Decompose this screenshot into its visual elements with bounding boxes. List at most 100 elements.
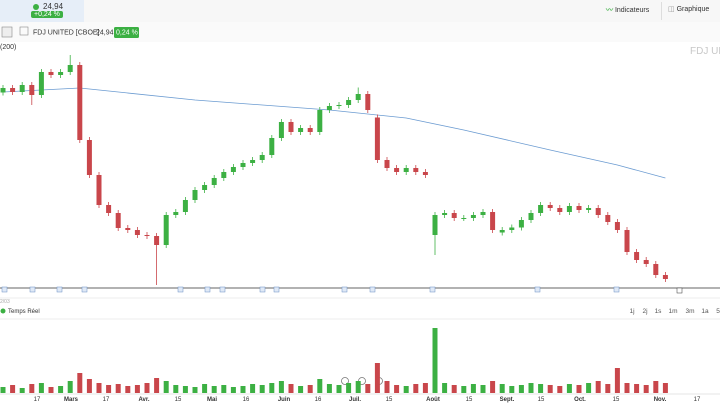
realtime-dot [0, 308, 6, 314]
volume-bar [211, 386, 217, 393]
candle-body [336, 105, 342, 106]
last-change: 0,24 % [116, 30, 138, 37]
x-tick-label: Mai [207, 397, 217, 403]
chart-icon[interactable] [1, 26, 13, 38]
reset-button[interactable] [341, 377, 349, 385]
candle-body [480, 212, 486, 215]
candle-body [442, 213, 448, 215]
volume-bar [662, 383, 668, 393]
x-tick-label: Juin [278, 397, 291, 403]
price-text: 24,94 [43, 2, 64, 11]
range-button[interactable]: 1m [668, 308, 677, 315]
ma-label: (200) [0, 44, 16, 51]
volume-bar [384, 381, 390, 393]
x-tick-label: Août [426, 397, 440, 403]
candle-body [317, 110, 323, 132]
candle-body [48, 72, 54, 75]
x-tick-label: 15 [175, 397, 182, 403]
x-tick-label: 15 [538, 397, 545, 403]
x-tick-label: 17 [103, 397, 110, 403]
volume-bar [250, 384, 256, 393]
volume-bar [134, 385, 140, 393]
last-price: 24,94 [96, 30, 114, 37]
candle-body [470, 215, 476, 218]
x-tick-label: 15 [466, 397, 473, 403]
candle-body [19, 85, 25, 92]
volume-bar [144, 383, 150, 393]
volume-bar [614, 368, 620, 393]
range-button[interactable]: 1j [629, 308, 634, 315]
candle-body [29, 85, 35, 95]
volume-bar [624, 383, 630, 393]
volume-bar [461, 386, 467, 393]
candle-body [154, 236, 160, 245]
range-button[interactable]: 1s [655, 308, 663, 315]
x-tick-label: Oct. [574, 397, 586, 403]
volume-bar [586, 383, 592, 393]
volume-bar [58, 386, 64, 393]
candle-body [134, 230, 140, 235]
volume-bar [77, 373, 83, 393]
volume-bar [240, 386, 246, 393]
candle-body [576, 206, 582, 210]
volume-bar [653, 381, 659, 393]
x-tick-label: Nov. [654, 397, 667, 403]
volume-bar [278, 381, 284, 393]
volume-bar [538, 384, 544, 393]
volume-bar [336, 385, 342, 393]
volume-bar [192, 387, 198, 393]
watermark: FDJ UNITED [690, 46, 720, 57]
candle-body [422, 172, 428, 175]
candle-body [384, 160, 390, 168]
volume-bar [259, 385, 265, 393]
volume-bar [499, 384, 505, 393]
x-tick-label: 16 [315, 397, 322, 403]
range-button[interactable]: 1a [701, 308, 709, 315]
chart-header [0, 22, 720, 42]
candle-body [278, 122, 284, 138]
candle-body [490, 212, 496, 230]
cursor-date: 2/03 [0, 299, 10, 305]
candle-body [96, 175, 102, 205]
candle-body [173, 212, 179, 215]
volume-bar [451, 385, 457, 393]
indicators-button[interactable]: 〰 Indicateurs [606, 7, 650, 14]
candle-body [67, 65, 73, 72]
volume-bar [326, 384, 332, 393]
candle-body [326, 106, 332, 110]
volume-bar [163, 381, 169, 393]
quote-box[interactable]: 24,94 +0,24 % [0, 0, 84, 22]
volume-bar [634, 384, 640, 393]
chart-button[interactable]: ◫ Graphique [668, 6, 710, 13]
candle-body [595, 208, 601, 215]
candle-body [307, 128, 313, 132]
price: 24,94 [33, 2, 63, 11]
volume-bar [480, 385, 486, 393]
change-badge: +0,24 % [31, 11, 63, 18]
candle-body [394, 168, 400, 172]
candle-body [163, 215, 169, 245]
volume-bar [182, 386, 188, 393]
candle-body [288, 122, 294, 132]
volume-bar [125, 386, 131, 393]
range-button[interactable]: 2j [642, 308, 647, 315]
range-button[interactable]: 5 [716, 308, 720, 315]
candle-body [192, 190, 198, 200]
volume-bar [518, 385, 524, 393]
volume-bar [317, 379, 323, 393]
candle-body [634, 252, 640, 260]
volume-bar [202, 384, 208, 393]
candle-body [298, 128, 304, 132]
candle-body [662, 275, 668, 279]
volume-bar [67, 381, 73, 393]
volume-bar [288, 384, 294, 393]
volume-bar [595, 381, 601, 393]
volume-bar [413, 384, 419, 393]
range-button[interactable]: 3m [685, 308, 694, 315]
candle-body [653, 264, 659, 275]
volume-bar [10, 385, 16, 393]
settings-icon[interactable] [19, 26, 29, 36]
volume-bar [566, 384, 572, 393]
candle-body [250, 160, 256, 163]
volume-bar [422, 383, 428, 393]
